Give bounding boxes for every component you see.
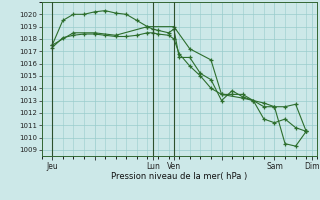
- X-axis label: Pression niveau de la mer( hPa ): Pression niveau de la mer( hPa ): [111, 172, 247, 181]
